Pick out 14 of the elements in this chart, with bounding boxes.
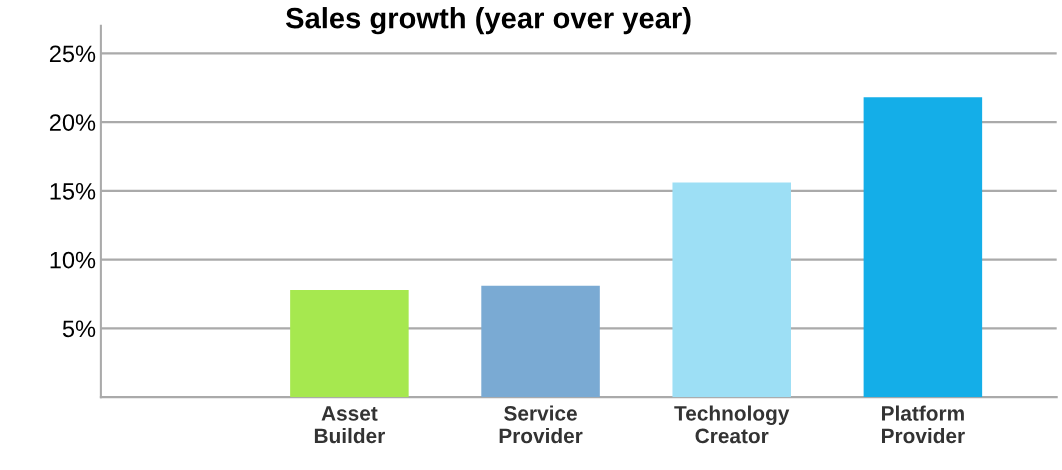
y-tick-label: 15% bbox=[50, 183, 96, 200]
bar bbox=[863, 97, 983, 398]
y-tick-label: 25% bbox=[49, 45, 96, 63]
x-tick-label: Technology Creator bbox=[674, 405, 790, 444]
y-tick-label: 5% bbox=[62, 320, 96, 338]
x-tick-label: Asset Builder bbox=[314, 406, 385, 444]
bar bbox=[672, 182, 791, 398]
chart-title: Sales growth (year over year) bbox=[285, 7, 691, 35]
y-tick-label: 10% bbox=[50, 251, 96, 269]
bar bbox=[481, 285, 600, 398]
x-tick-label: Service Provider bbox=[499, 405, 583, 444]
bar bbox=[290, 289, 409, 398]
y-tick-label: 20% bbox=[49, 114, 96, 131]
x-tick-label: Platform Provider bbox=[882, 405, 965, 444]
